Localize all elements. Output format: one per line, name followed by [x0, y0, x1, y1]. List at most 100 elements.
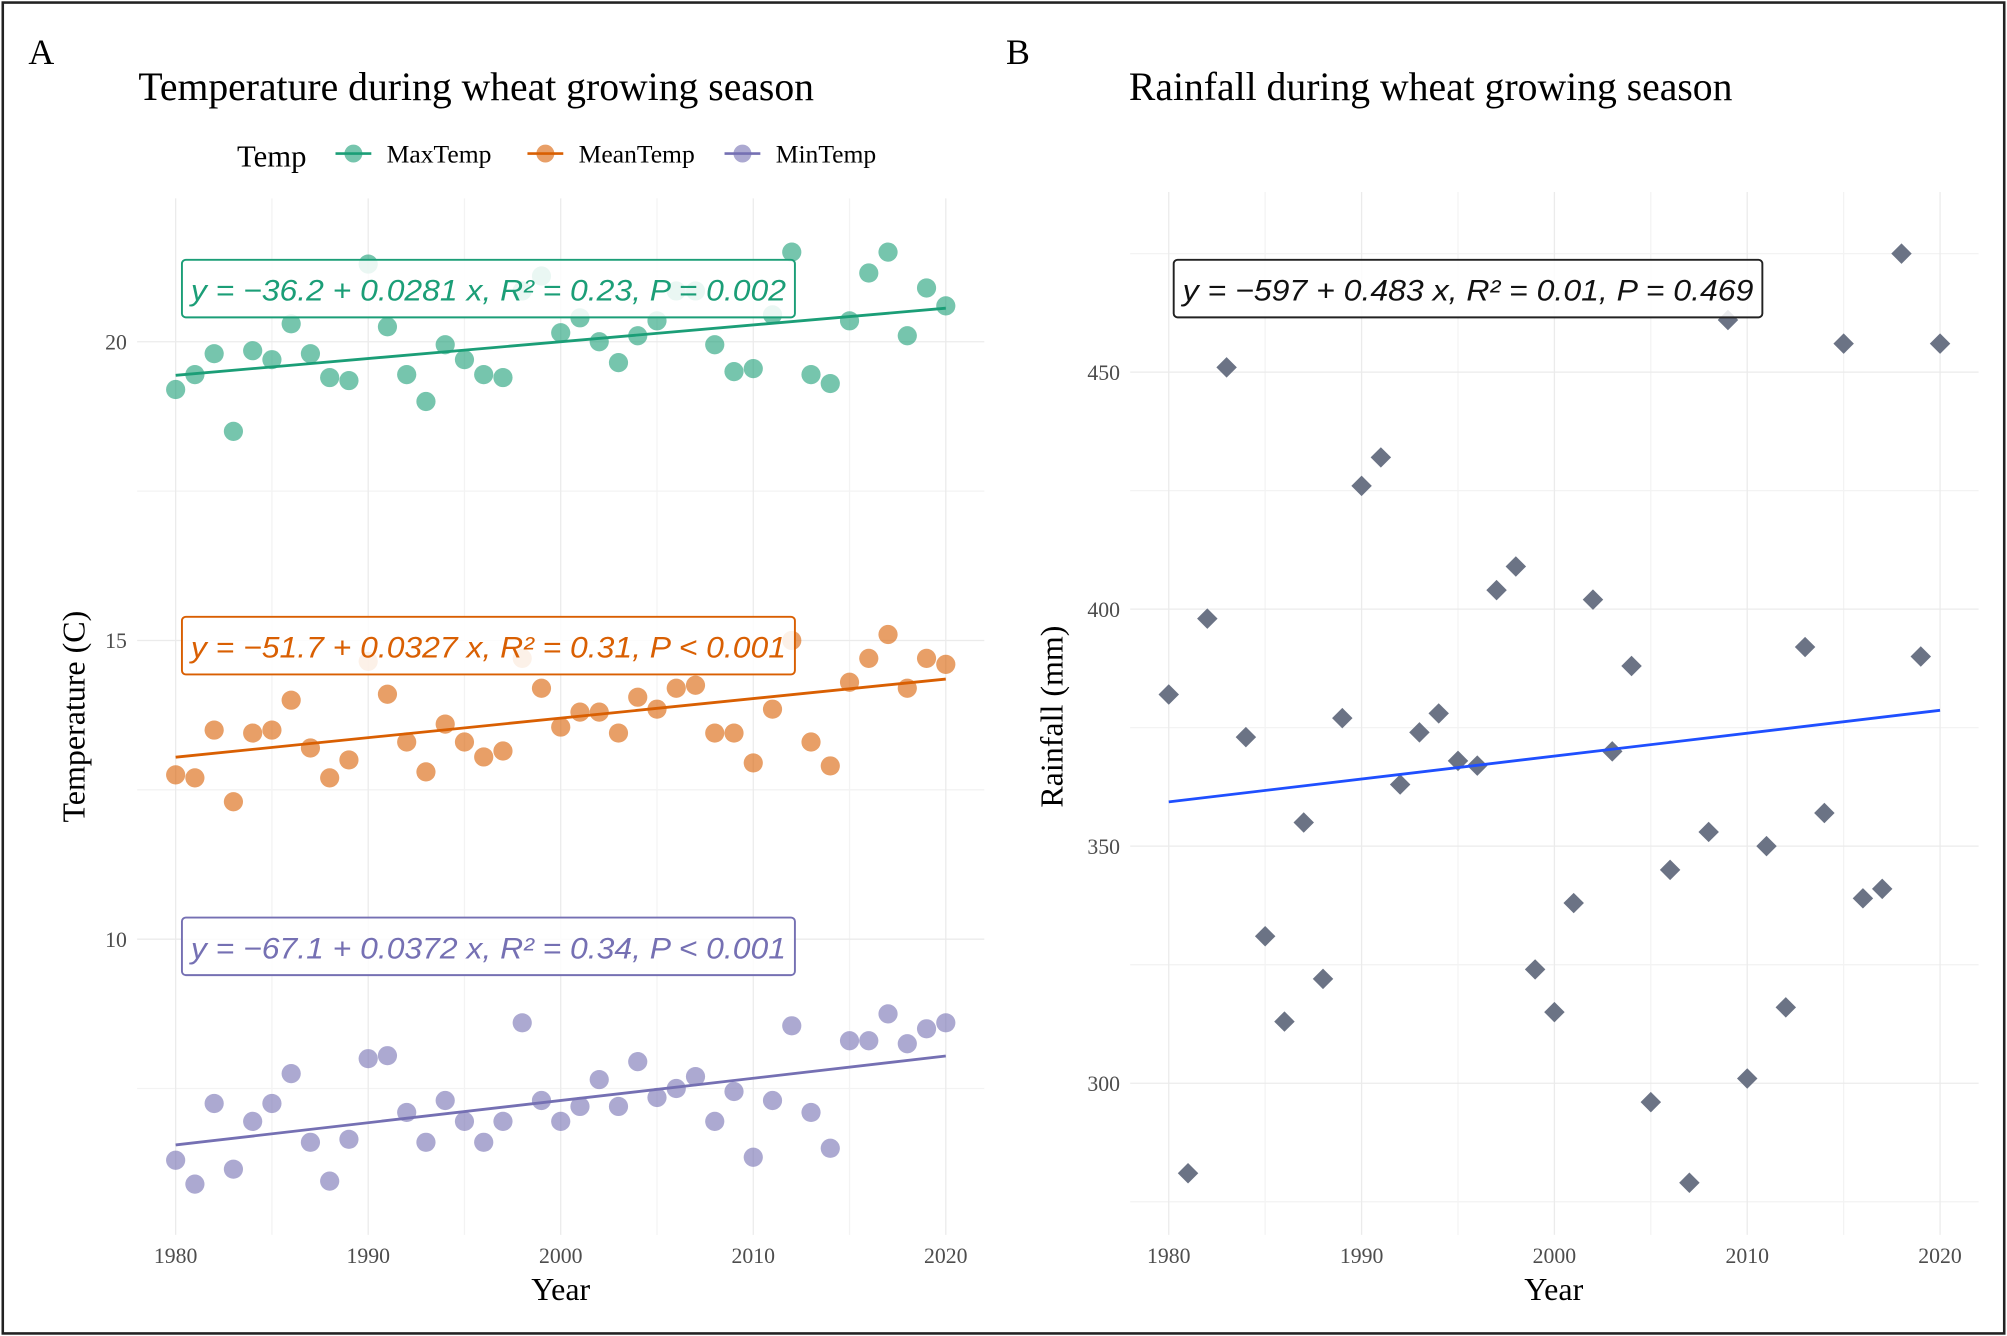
data-point-rainfall — [1312, 968, 1334, 990]
data-point-rainfall — [1428, 703, 1449, 724]
data-point-meantemp — [416, 762, 436, 782]
y-tick-label: 450 — [1087, 361, 1120, 385]
equation-label: y = −597 + 0.483 x, R² = 0.01, P = 0.469 — [1180, 275, 1753, 308]
data-point-maxtemp — [435, 335, 455, 355]
data-point-meantemp — [204, 720, 224, 740]
regression-line — [1168, 708, 1941, 804]
data-point-maxtemp — [300, 344, 321, 364]
data-point-meantemp — [185, 768, 205, 788]
data-point-rainfall — [1910, 646, 1932, 667]
x-axis-label: Year — [531, 1271, 590, 1307]
data-point-mintemp — [454, 1111, 475, 1131]
data-point-meantemp — [878, 624, 898, 645]
data-point-mintemp — [859, 1031, 879, 1051]
equation-label-box — [1172, 258, 1764, 319]
x-tick-label: 2000 — [1533, 1244, 1577, 1268]
data-point-rainfall — [1177, 1163, 1199, 1184]
legend-label-meantemp: MeanTemp — [579, 140, 695, 169]
x-tick-label: 2020 — [1918, 1244, 1962, 1268]
x-tick-label: 2000 — [539, 1244, 583, 1268]
data-point-mintemp — [204, 1093, 224, 1114]
data-point-meantemp — [243, 723, 263, 743]
y-tick-label: 350 — [1087, 835, 1120, 859]
x-tick-label: 1990 — [1340, 1244, 1384, 1268]
panel-b-title: Rainfall during wheat growing season — [1129, 65, 1733, 109]
data-point-rainfall — [1621, 655, 1642, 677]
data-point-rainfall — [1833, 333, 1854, 354]
data-point-maxtemp — [705, 335, 725, 355]
data-point-rainfall — [1736, 1068, 1758, 1089]
legend-key-point — [536, 144, 555, 163]
data-point-maxtemp — [166, 379, 186, 400]
data-point-rainfall — [1409, 722, 1430, 743]
data-point-meantemp — [493, 741, 513, 761]
data-point-rainfall — [1524, 959, 1546, 980]
data-point-mintemp — [358, 1049, 378, 1069]
data-point-rainfall — [1679, 1172, 1700, 1193]
data-point-mintemp — [647, 1087, 667, 1108]
data-point-maxtemp — [416, 391, 436, 412]
legend-label-maxtemp: MaxTemp — [387, 140, 492, 169]
data-point-rainfall — [1235, 726, 1257, 748]
data-point-meantemp — [223, 792, 244, 812]
data-point-rainfall — [1929, 333, 1951, 354]
data-point-meantemp — [685, 675, 706, 695]
data-point-maxtemp — [839, 311, 860, 331]
data-point-meantemp — [262, 720, 282, 740]
panel-a-letter: A — [28, 32, 54, 72]
y-tick-label: 300 — [1087, 1072, 1120, 1096]
panel-a-title: Temperature during wheat growing season — [138, 65, 814, 109]
data-point-maxtemp — [320, 367, 340, 388]
data-point-mintemp — [897, 1034, 917, 1054]
data-point-maxtemp — [820, 373, 840, 394]
data-point-meantemp — [454, 732, 475, 752]
data-point-rainfall — [1563, 892, 1584, 914]
data-point-maxtemp — [281, 314, 301, 334]
legend-key-point — [733, 144, 752, 163]
data-point-rainfall — [1698, 821, 1719, 843]
x-axis-label: Year — [1524, 1271, 1583, 1307]
data-point-meantemp — [589, 702, 609, 722]
data-point-meantemp — [377, 684, 398, 704]
data-point-maxtemp — [589, 332, 609, 352]
data-point-rainfall — [1505, 556, 1527, 577]
data-point-meantemp — [820, 756, 840, 776]
data-point-rainfall — [1216, 357, 1237, 378]
data-point-rainfall — [1794, 636, 1816, 658]
equation-label: y = −51.7 + 0.0327 x, R² = 0.31, P < 0.0… — [189, 632, 786, 665]
data-point-rainfall — [1756, 835, 1777, 857]
data-point-meantemp — [705, 723, 725, 743]
data-point-mintemp — [628, 1052, 648, 1072]
legend-title: Temp — [237, 139, 306, 173]
data-point-meantemp — [531, 678, 552, 698]
panel-b-letter: B — [1006, 32, 1030, 72]
x-tick-label: 1980 — [1147, 1244, 1191, 1268]
data-point-mintemp — [377, 1046, 398, 1066]
data-point-mintemp — [782, 1016, 802, 1036]
data-point-maxtemp — [724, 362, 744, 382]
data-point-rainfall — [1197, 608, 1218, 629]
data-point-mintemp — [166, 1150, 186, 1170]
data-point-meantemp — [474, 747, 494, 767]
data-point-rainfall — [1891, 243, 1912, 264]
data-point-meantemp — [397, 732, 417, 752]
data-point-rainfall — [1582, 589, 1604, 610]
x-tick-label: 2010 — [1725, 1244, 1769, 1268]
data-point-meantemp — [916, 648, 937, 668]
x-tick-label: 2020 — [924, 1244, 968, 1268]
data-point-maxtemp — [743, 359, 763, 379]
data-point-maxtemp — [493, 367, 513, 388]
data-point-mintemp — [685, 1066, 706, 1087]
data-point-maxtemp — [551, 323, 571, 343]
data-point-mintemp — [262, 1093, 282, 1114]
data-point-maxtemp — [377, 317, 398, 337]
data-point-meantemp — [608, 723, 629, 743]
data-point-mintemp — [762, 1090, 783, 1111]
data-point-mintemp — [243, 1111, 263, 1131]
y-tick-label: 20 — [105, 330, 127, 354]
data-point-rainfall — [1293, 812, 1314, 833]
data-point-mintemp — [320, 1171, 340, 1191]
data-point-meantemp — [339, 750, 359, 770]
data-point-meantemp — [724, 723, 744, 743]
